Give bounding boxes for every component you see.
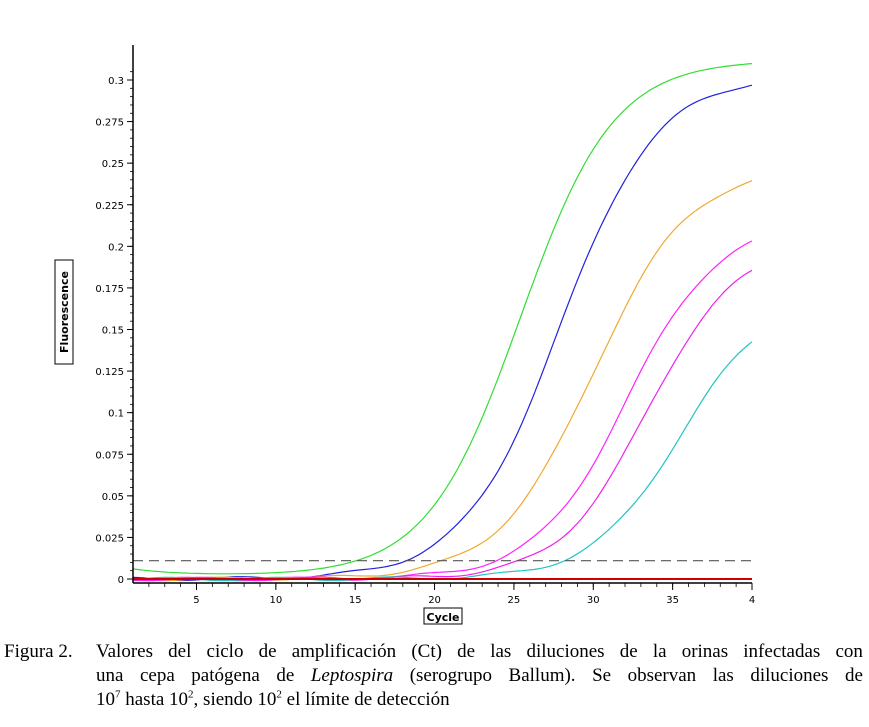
y-tick-label: 0.05	[102, 492, 124, 503]
caption-sup-1: 7	[115, 688, 121, 701]
series-line-dilution-3	[132, 180, 753, 582]
y-tick-label: 0.2	[108, 242, 124, 253]
caption-word: de	[844, 665, 863, 686]
caption-word: (Ct)	[411, 641, 442, 662]
caption-word: diluciones	[526, 641, 605, 662]
caption-line-3-d: el límite de detección	[281, 689, 450, 710]
caption-word: observan	[627, 665, 697, 686]
caption-line-1: Valores del ciclo de amplificación (Ct) de las d…	[96, 640, 863, 664]
y-axis-title-text: Fluorescence	[58, 271, 71, 353]
y-tick-label: 0.15	[102, 326, 124, 337]
caption-word: del	[168, 641, 192, 662]
caption-word: de	[619, 641, 638, 662]
series-line-dilution-6	[132, 341, 753, 582]
caption-word: de	[276, 665, 295, 686]
series-line-dilution-5	[132, 269, 753, 582]
y-axis-title: Fluorescence	[54, 259, 74, 365]
caption-word: Leptospira	[310, 665, 394, 686]
series-line-dilution-2	[132, 84, 753, 582]
amplification-chart: 5 10 15 20 25 30 35 4 0 0.025 0.05 0.075 0.1 0.125 0.…	[54, 45, 755, 625]
y-tick-label: 0.25	[102, 159, 124, 170]
caption-label: Figura 2.	[4, 641, 73, 662]
x-tick-label: 30	[587, 595, 600, 606]
axes-ticks	[127, 71, 753, 590]
y-tick-label: 0.3	[108, 76, 124, 87]
caption-word: infectadas	[743, 641, 821, 662]
x-axis-title: Cycle	[423, 607, 463, 625]
caption-word: con	[835, 641, 863, 662]
x-tick-label: 5	[193, 595, 199, 606]
caption-line-3-a: 10	[96, 689, 115, 710]
caption-line-3: 107 hasta 102, siendo 102 el límite de d…	[96, 688, 863, 712]
x-tick-label: 20	[428, 595, 441, 606]
caption-word: las	[490, 641, 512, 662]
caption-line-3-c: , siendo 10	[193, 689, 277, 710]
series-layer	[132, 63, 753, 582]
caption-word: cepa	[139, 665, 175, 686]
y-tick-label: 0.075	[95, 450, 124, 461]
caption-word: ciclo	[206, 641, 244, 662]
y-tick-label: 0.025	[95, 533, 124, 544]
caption-sup-2: 2	[188, 688, 194, 701]
caption-word: las	[712, 665, 734, 686]
x-tick-label: 25	[508, 595, 521, 606]
caption-word: la	[652, 641, 667, 662]
y-tick-label: 0.225	[95, 201, 124, 212]
caption-word: Se	[592, 665, 612, 686]
caption-line-3-b: hasta 10	[120, 689, 189, 710]
x-tick-label: 35	[666, 595, 679, 606]
caption-sup-3: 2	[276, 688, 282, 701]
caption-word: de	[457, 641, 476, 662]
x-tick-label: 10	[269, 595, 282, 606]
series-line-dilution-4	[132, 240, 753, 582]
caption-line-2: una cepa patógena de Leptospira (serogrupo Bal…	[96, 664, 863, 688]
caption-word: orinas	[681, 641, 729, 662]
caption-word: amplificación	[291, 641, 397, 662]
x-axis-title-text: Cycle	[427, 611, 460, 624]
x-tick-label: 4	[749, 595, 755, 606]
caption-word: (serogrupo	[409, 665, 493, 686]
caption-word: Valores	[96, 641, 153, 662]
x-tick-labels: 5 10 15 20 25 30 35 4	[193, 595, 755, 606]
caption-word: de	[258, 641, 277, 662]
caption-word: Ballum).	[508, 665, 576, 686]
y-tick-label: 0	[118, 575, 124, 586]
y-tick-label: 0.1	[108, 409, 124, 420]
y-tick-label: 0.275	[95, 118, 124, 129]
caption-word: diluciones	[750, 665, 829, 686]
caption-word: patógena	[191, 665, 260, 686]
y-tick-label: 0.175	[95, 284, 124, 295]
y-tick-labels: 0 0.025 0.05 0.075 0.1 0.125 0.15 0.175 0.2 0.225…	[95, 76, 124, 586]
figure-caption: Figura 2. Valores del ciclo de amplificación…	[0, 640, 869, 712]
x-tick-label: 15	[349, 595, 362, 606]
series-line-dilution-1	[132, 63, 753, 575]
y-tick-label: 0.125	[95, 367, 124, 378]
caption-word: una	[96, 665, 124, 686]
